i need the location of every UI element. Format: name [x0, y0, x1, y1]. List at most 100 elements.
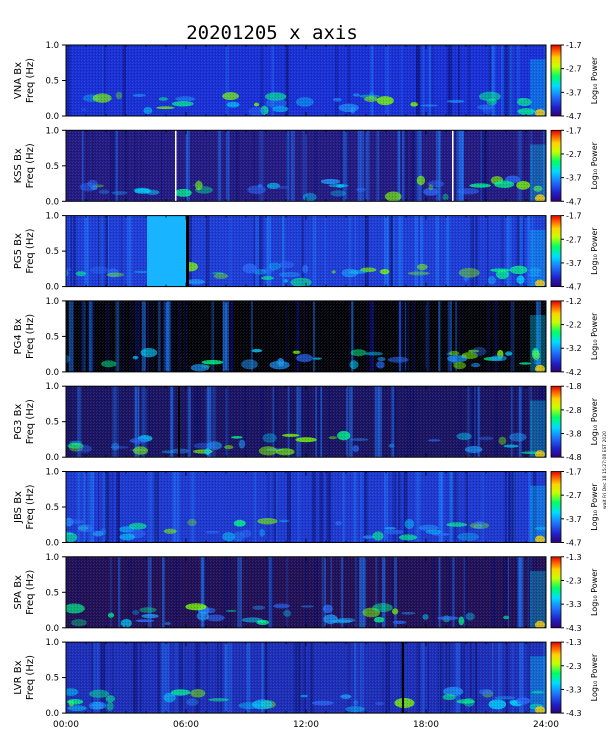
- colorbar: [550, 44, 562, 117]
- colorbar-label: Log₁₀ Power: [590, 568, 599, 616]
- y-tick-label: 0.0: [45, 283, 59, 293]
- y-axis-label: Freq (Hz): [25, 399, 36, 444]
- colorbar-label: Log₁₀ Power: [590, 312, 599, 360]
- panel-lvr: 0.0 0.5 1.0 LVR Bx Freq (Hz) -1.3 -2.3 -3.3 -4.3…: [13, 638, 599, 719]
- y-tick-label: 0.5: [45, 247, 59, 257]
- data-gap-line: [402, 642, 404, 714]
- colorbar-tick-label: -2.7: [566, 150, 582, 159]
- colorbar-tick-label: -3.7: [566, 259, 582, 268]
- y-axis-label: Freq (Hz): [25, 484, 36, 529]
- station-label: SPA Bx: [13, 575, 24, 610]
- panel-pg5: 0.0 0.5 1.0 PG5 Bx Freq (Hz) -1.7 -2.7 -3.7 -4.7…: [13, 212, 599, 293]
- panel-kss: 0.0 0.5 1.0 KSS Bx Freq (Hz) -1.7 -2.7 -3.7 -4.7…: [13, 126, 599, 207]
- panel-pg4: 0.0 0.5 1.0 PG4 Bx Freq (Hz) -1.2 -2.2 -3.2 -4.2…: [13, 297, 599, 378]
- colorbar-label: Log₁₀ Power: [590, 483, 599, 531]
- panel-jbs: 0.0 0.5 1.0 JBS Bx Freq (Hz) -1.7 -2.7 -3.7 -4.7…: [13, 468, 599, 549]
- x-tick-label: 18:00: [413, 720, 439, 730]
- colorbar-label: Log₁₀ Power: [590, 397, 599, 445]
- plot-area: [66, 300, 546, 372]
- x-tick-label: 12:00: [293, 720, 319, 730]
- colorbar-tick-label: -1.7: [566, 212, 582, 221]
- y-tick-label: 1.0: [45, 468, 59, 478]
- x-axis: 00:00 06:00 12:00 18:00 24:00: [53, 720, 559, 730]
- colorbar-tick-label: -1.7: [566, 468, 582, 477]
- colorbar-tick-label: -2.2: [566, 321, 582, 330]
- station-label: PG3 Bx: [13, 404, 24, 440]
- y-tick-label: 0.5: [45, 162, 59, 172]
- noise-texture: [66, 556, 546, 628]
- colorbar-tick-label: -2.7: [566, 491, 582, 500]
- y-axis-label: Freq (Hz): [25, 58, 36, 103]
- colorbar: [550, 300, 562, 373]
- y-tick-label: 0.0: [45, 539, 59, 549]
- y-tick-label: 1.0: [45, 126, 59, 136]
- y-tick-label: 0.0: [45, 453, 59, 463]
- plot-area: [66, 215, 546, 287]
- data-gap-line: [178, 386, 180, 458]
- colorbar: [550, 129, 562, 202]
- y-axis-label: Freq (Hz): [25, 570, 36, 615]
- plot-area: [66, 130, 546, 202]
- station-label: VNA Bx: [13, 62, 24, 99]
- y-tick-label: 1.0: [45, 638, 59, 648]
- colorbar-tick-label: -4.8: [566, 453, 582, 462]
- colorbar-tick-label: -4.7: [566, 112, 582, 121]
- y-tick-label: 1.0: [45, 553, 59, 563]
- colorbar-tick-label: -4.3: [566, 624, 582, 633]
- station-label: LVR Bx: [13, 660, 24, 694]
- colorbar-tick-label: -4.7: [566, 283, 582, 292]
- colorbar-tick-label: -3.3: [566, 685, 582, 694]
- timestamp-label: wait Fri Dec 18 15:27:08 EST 2020: [602, 431, 608, 509]
- y-tick-label: 0.5: [45, 332, 59, 342]
- colorbar: [550, 385, 562, 458]
- colorbar-tick-label: -3.7: [566, 174, 582, 183]
- y-tick-label: 0.5: [45, 674, 59, 684]
- figure-title: 20201205 x axis: [186, 22, 358, 44]
- y-tick-label: 0.5: [45, 418, 59, 428]
- colorbar-tick-label: -3.7: [566, 515, 582, 524]
- colorbar: [550, 641, 562, 714]
- y-tick-label: 1.0: [45, 41, 59, 51]
- y-axis-label: Freq (Hz): [25, 228, 36, 273]
- y-tick-label: 0.5: [45, 503, 59, 513]
- y-tick-label: 0.0: [45, 112, 59, 122]
- colorbar-tick-label: -3.7: [566, 88, 582, 97]
- colorbar: [550, 556, 562, 629]
- x-tick-label: 06:00: [173, 720, 199, 730]
- station-label: JBS Bx: [13, 491, 24, 524]
- y-tick-label: 0.0: [45, 624, 59, 634]
- plot-area: [66, 45, 546, 116]
- noise-texture: [66, 386, 546, 458]
- colorbar-tick-label: -3.8: [566, 430, 582, 439]
- noise-block: [147, 215, 186, 287]
- plot-area: [66, 471, 546, 543]
- colorbar-tick-label: -1.7: [566, 41, 582, 50]
- noise-texture: [66, 45, 546, 116]
- colorbar-label: Log₁₀ Power: [590, 56, 599, 104]
- colorbar: [550, 215, 562, 288]
- y-tick-label: 0.0: [45, 368, 59, 378]
- noise-texture: [66, 300, 546, 372]
- y-axis-label: Freq (Hz): [25, 314, 36, 359]
- colorbar-tick-label: -1.3: [566, 553, 582, 562]
- colorbar: [550, 471, 562, 543]
- colorbar-tick-label: -3.3: [566, 600, 582, 609]
- y-tick-label: 1.0: [45, 297, 59, 307]
- y-axis-label: Freq (Hz): [25, 655, 36, 700]
- y-tick-label: 0.5: [45, 77, 59, 87]
- y-tick-label: 0.0: [45, 709, 59, 719]
- colorbar-tick-label: -1.8: [566, 382, 582, 391]
- x-tick-label: 00:00: [53, 720, 79, 730]
- noise-texture: [66, 215, 546, 287]
- data-gap-line: [452, 130, 454, 202]
- plot-area: [66, 386, 546, 458]
- panel-spa: 0.0 0.5 1.0 SPA Bx Freq (Hz) -1.3 -2.3 -3.3 -4.3…: [13, 553, 599, 634]
- colorbar-tick-label: -2.3: [566, 662, 582, 671]
- colorbar-tick-label: -4.7: [566, 539, 582, 548]
- colorbar-tick-label: -2.8: [566, 406, 582, 415]
- y-tick-label: 0.0: [45, 197, 59, 207]
- colorbar-label: Log₁₀ Power: [590, 653, 599, 701]
- plot-area: [66, 642, 546, 714]
